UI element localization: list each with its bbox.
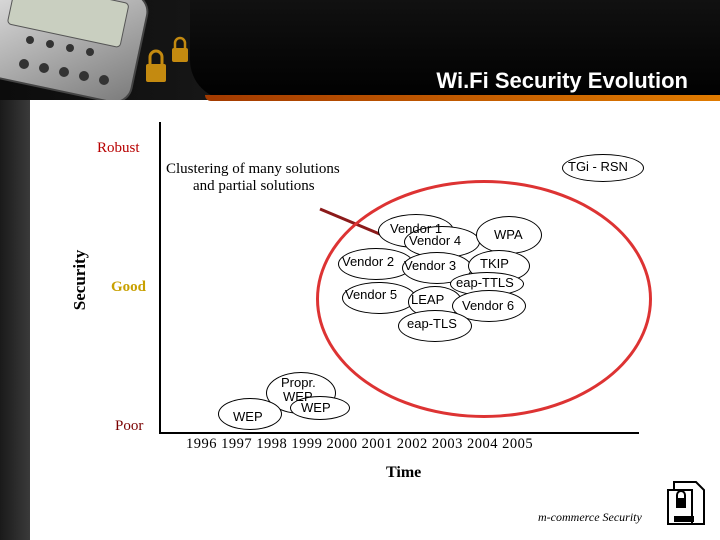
bubble-vendor5 — [342, 282, 416, 314]
cluster-ellipse — [316, 180, 652, 418]
node-tgi: TGi - RSN — [568, 159, 628, 174]
node-vendor1: Vendor 1 — [390, 221, 443, 236]
x-axis-label: Time — [386, 464, 422, 481]
node-vendor3: Vendor 3 — [404, 258, 457, 273]
node-propr-line1: Propr. — [281, 375, 316, 390]
footer-text: m-commerce Security — [538, 510, 642, 524]
node-eap-tls: eap-TLS — [407, 316, 457, 331]
document-lock-icon — [667, 481, 705, 525]
pda-device-image — [0, 0, 188, 100]
x-axis — [159, 432, 639, 434]
x-axis-years: 1996 1997 1998 1999 2000 2001 2002 2003 … — [186, 436, 534, 452]
annotation-line-2: and partial solutions — [193, 178, 315, 194]
node-vendor2: Vendor 2 — [342, 254, 395, 269]
node-wpa: WPA — [494, 227, 523, 242]
node-vendor6: Vendor 6 — [462, 298, 515, 313]
header-accent-bar — [205, 95, 720, 101]
node-propr-line2: WEP — [283, 389, 313, 404]
bubble-eap-tls — [398, 310, 472, 342]
bubble-tgi — [562, 154, 644, 182]
bubble-wep-left — [218, 398, 282, 430]
bubble-vendor2 — [338, 248, 414, 280]
level-robust: Robust — [97, 140, 140, 156]
level-poor: Poor — [115, 418, 144, 434]
bubble-wep-right — [290, 396, 350, 420]
header-panel — [190, 0, 720, 100]
node-vendor5: Vendor 5 — [345, 287, 398, 302]
level-good: Good — [111, 279, 147, 295]
node-leap: LEAP — [411, 292, 445, 307]
y-axis — [159, 122, 161, 434]
node-wep-right: WEP — [301, 400, 331, 415]
node-eap-ttls: eap-TTLS — [456, 275, 514, 290]
annotation-line-1: Clustering of many solutions — [166, 161, 340, 177]
node-tkip: TKIP — [480, 256, 509, 271]
left-decor-strip — [0, 100, 30, 540]
node-vendor4: Vendor 4 — [409, 233, 462, 248]
node-wep-left: WEP — [233, 409, 263, 424]
page-title: Wi.Fi Security Evolution — [436, 68, 688, 93]
lock-icon — [146, 49, 166, 82]
